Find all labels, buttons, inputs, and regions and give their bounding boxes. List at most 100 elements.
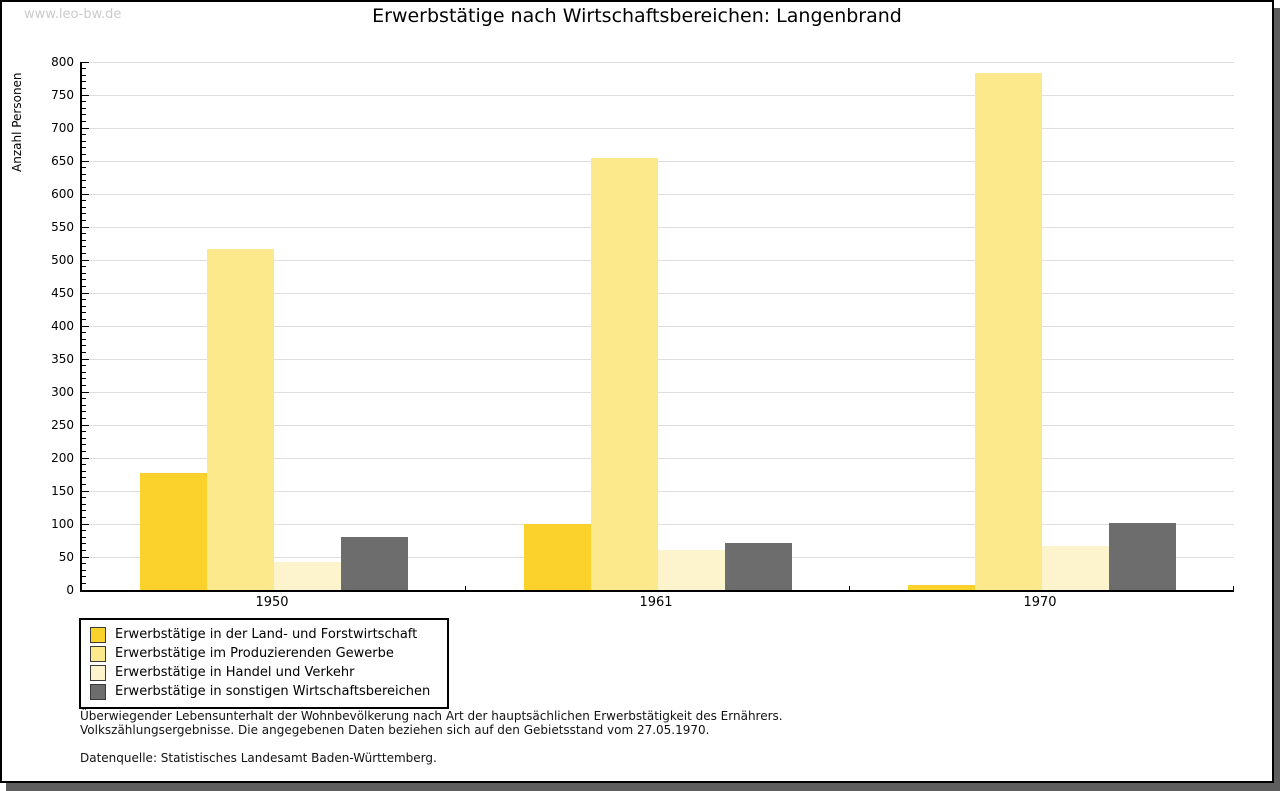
y-minor-tick-320	[82, 378, 86, 380]
bar-sonstige-bereiche-1950	[341, 537, 408, 590]
y-major-tick-100	[82, 523, 89, 525]
y-minor-tick-770	[82, 81, 86, 83]
gridline-400	[82, 325, 1234, 327]
gridline-600	[82, 193, 1234, 195]
y-minor-tick-90	[82, 530, 86, 532]
y-minor-tick-130	[82, 503, 86, 505]
y-minor-tick-740	[82, 101, 86, 103]
bar-handel-verkehr-1961	[658, 550, 725, 590]
legend-item-handel-verkehr: Erwerbstätige in Handel und Verkehr	[90, 663, 438, 682]
y-minor-tick-580	[82, 206, 86, 208]
y-major-tick-800	[82, 61, 89, 63]
legend-swatch-produzierendes-gewerbe	[90, 645, 106, 662]
y-minor-tick-490	[82, 266, 86, 268]
gridline-800	[82, 61, 1234, 63]
gridline-650	[82, 160, 1234, 162]
y-minor-tick-210	[82, 450, 86, 452]
y-major-tick-200	[82, 457, 89, 459]
legend-label-land-forstwirtschaft: Erwerbstätige in der Land- und Forstwirt…	[115, 627, 418, 642]
y-minor-tick-190	[82, 464, 86, 466]
y-minor-tick-390	[82, 332, 86, 334]
y-minor-tick-570	[82, 213, 86, 215]
x-tick-1970	[1233, 586, 1234, 590]
gridline-700	[82, 127, 1234, 129]
y-minor-tick-160	[82, 483, 86, 485]
y-major-tick-300	[82, 391, 89, 393]
gridline-550	[82, 226, 1234, 228]
y-minor-tick-270	[82, 411, 86, 413]
y-minor-tick-120	[82, 510, 86, 512]
y-major-tick-150	[82, 490, 89, 492]
y-minor-tick-340	[82, 365, 86, 367]
y-minor-tick-60	[82, 549, 86, 551]
y-minor-tick-80	[82, 536, 86, 538]
gridline-450	[82, 292, 1234, 294]
gridline-250	[82, 424, 1234, 426]
bar-land-forstwirtschaft-1950	[140, 473, 207, 590]
x-tick-label-1970: 1970	[1023, 595, 1057, 610]
y-minor-tick-660	[82, 153, 86, 155]
y-minor-tick-410	[82, 318, 86, 320]
y-tick-label-550: 550	[51, 220, 74, 234]
bar-produzierendes-gewerbe-1950	[207, 249, 274, 590]
y-minor-tick-240	[82, 431, 86, 433]
y-minor-tick-630	[82, 173, 86, 175]
legend: Erwerbstätige in der Land- und Forstwirt…	[79, 618, 449, 709]
legend-swatch-handel-verkehr	[90, 664, 106, 681]
gridline-150	[82, 490, 1234, 492]
y-major-tick-500	[82, 259, 89, 261]
y-minor-tick-420	[82, 312, 86, 314]
y-minor-tick-760	[82, 87, 86, 89]
y-tick-label-100: 100	[51, 517, 74, 531]
legend-label-produzierendes-gewerbe: Erwerbstätige im Produzierenden Gewerbe	[115, 646, 394, 661]
y-tick-label-800: 800	[51, 55, 74, 69]
chart-title: Erwerbstätige nach Wirtschaftsbereichen:…	[372, 5, 902, 27]
y-minor-tick-20	[82, 576, 86, 578]
y-minor-tick-140	[82, 497, 86, 499]
y-minor-tick-730	[82, 107, 86, 109]
y-major-tick-700	[82, 127, 89, 129]
y-major-tick-600	[82, 193, 89, 195]
y-major-tick-750	[82, 94, 89, 96]
gridline-300	[82, 391, 1234, 393]
watermark: www.leo-bw.de	[24, 7, 122, 22]
footnote-line-1: Überwiegender Lebensunterhalt der Wohnbe…	[80, 709, 783, 723]
y-tick-label-650: 650	[51, 154, 74, 168]
footnote-source: Datenquelle: Statistisches Landesamt Bad…	[80, 751, 437, 765]
y-tick-label-500: 500	[51, 253, 74, 267]
y-tick-label-0: 0	[66, 583, 74, 597]
bar-land-forstwirtschaft-1970	[908, 585, 975, 590]
y-minor-tick-690	[82, 134, 86, 136]
y-tick-label-450: 450	[51, 286, 74, 300]
bar-sonstige-bereiche-1970	[1109, 523, 1176, 590]
y-minor-tick-480	[82, 272, 86, 274]
y-minor-tick-40	[82, 563, 86, 565]
y-minor-tick-670	[82, 147, 86, 149]
gridline-350	[82, 358, 1234, 360]
y-major-tick-650	[82, 160, 89, 162]
y-minor-tick-220	[82, 444, 86, 446]
y-tick-label-200: 200	[51, 451, 74, 465]
y-minor-tick-720	[82, 114, 86, 116]
y-minor-tick-780	[82, 74, 86, 76]
y-minor-tick-310	[82, 384, 86, 386]
y-minor-tick-620	[82, 180, 86, 182]
y-minor-tick-640	[82, 167, 86, 169]
y-minor-tick-430	[82, 305, 86, 307]
legend-item-produzierendes-gewerbe: Erwerbstätige im Produzierenden Gewerbe	[90, 644, 438, 663]
y-tick-label-600: 600	[51, 187, 74, 201]
y-minor-tick-380	[82, 338, 86, 340]
y-minor-tick-30	[82, 569, 86, 571]
legend-label-handel-verkehr: Erwerbstätige in Handel und Verkehr	[115, 665, 355, 680]
legend-swatch-land-forstwirtschaft	[90, 626, 106, 643]
y-minor-tick-590	[82, 200, 86, 202]
legend-swatch-sonstige-bereiche	[90, 683, 106, 700]
y-minor-tick-230	[82, 437, 86, 439]
footnote-line-2: Volkszählungsergebnisse. Die angegebenen…	[80, 723, 710, 737]
y-minor-tick-70	[82, 543, 86, 545]
y-minor-tick-10	[82, 582, 86, 584]
y-minor-tick-530	[82, 239, 86, 241]
gridline-200	[82, 457, 1234, 459]
y-tick-label-750: 750	[51, 88, 74, 102]
y-tick-label-350: 350	[51, 352, 74, 366]
